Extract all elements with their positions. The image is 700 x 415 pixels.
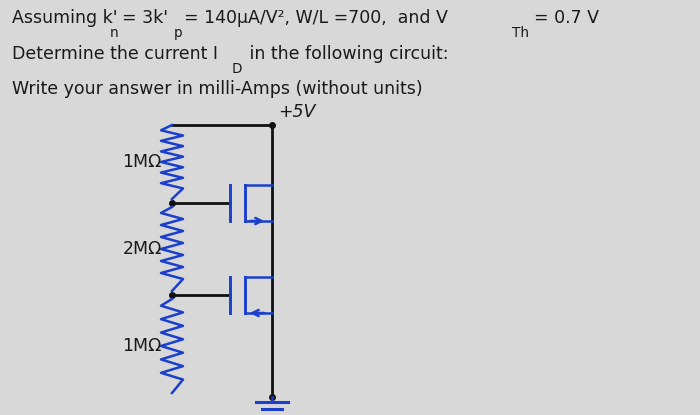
Text: 1MΩ: 1MΩ [122,153,162,171]
Text: Th: Th [512,26,529,40]
Text: 1MΩ: 1MΩ [122,337,162,355]
Text: 2MΩ: 2MΩ [122,240,162,258]
Text: p: p [174,26,183,40]
Text: D: D [232,62,242,76]
Text: Determine the current I: Determine the current I [12,45,218,63]
Text: n: n [110,26,118,40]
Text: +5V: +5V [278,103,316,121]
Text: Assuming k': Assuming k' [12,9,118,27]
Text: Write your answer in milli-Amps (without units): Write your answer in milli-Amps (without… [12,80,423,98]
Text: = 0.7 V: = 0.7 V [534,9,599,27]
Text: = 140μA/V², W/L =700,  and V: = 140μA/V², W/L =700, and V [184,9,448,27]
Text: in the following circuit:: in the following circuit: [244,45,449,63]
Text: = 3k': = 3k' [122,9,168,27]
